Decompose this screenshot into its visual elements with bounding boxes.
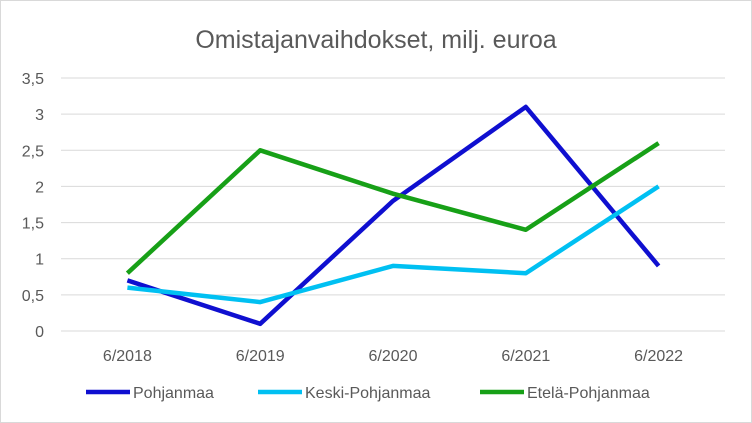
- y-tick-label: 3: [35, 107, 44, 124]
- series-lines: [125, 104, 661, 327]
- x-tick-label: 6/2018: [103, 348, 152, 365]
- y-tick-label: 1,5: [22, 216, 44, 233]
- legend: Pohjanmaa Keski-Pohjanmaa Etelä-Pohjanmaa: [86, 385, 650, 402]
- y-axis-tick-labels: 0 0,5 1 1,5 2 2,5 3 3,5: [22, 71, 44, 341]
- y-tick-label: 2,5: [22, 143, 44, 160]
- y-tick-label: 3,5: [22, 71, 44, 88]
- x-tick-label: 6/2019: [236, 348, 285, 365]
- y-tick-label: 0: [35, 324, 44, 341]
- y-tick-label: 0,5: [22, 288, 44, 305]
- y-tick-label: 1: [35, 252, 44, 269]
- x-tick-label: 6/2020: [369, 348, 418, 365]
- chart-title: Omistajanvaihdokset, milj. euroa: [195, 26, 556, 54]
- x-tick-label: 6/2021: [501, 348, 550, 365]
- series-line-pohjanmaa: [126, 104, 661, 327]
- legend-label-pohjanmaa: Pohjanmaa: [133, 385, 214, 402]
- x-tick-label: 6/2022: [634, 348, 683, 365]
- series-line-etel-pohjanmaa: [125, 141, 660, 275]
- y-tick-label: 2: [35, 179, 44, 196]
- series-line-keski-pohjanmaa: [127, 184, 660, 305]
- x-axis-tick-labels: 6/2018 6/2019 6/2020 6/2021 6/2022: [103, 348, 683, 365]
- legend-label-etel-pohjanmaa: Etelä-Pohjanmaa: [527, 385, 650, 402]
- legend-label-keski-pohjanmaa: Keski-Pohjanmaa: [305, 385, 431, 402]
